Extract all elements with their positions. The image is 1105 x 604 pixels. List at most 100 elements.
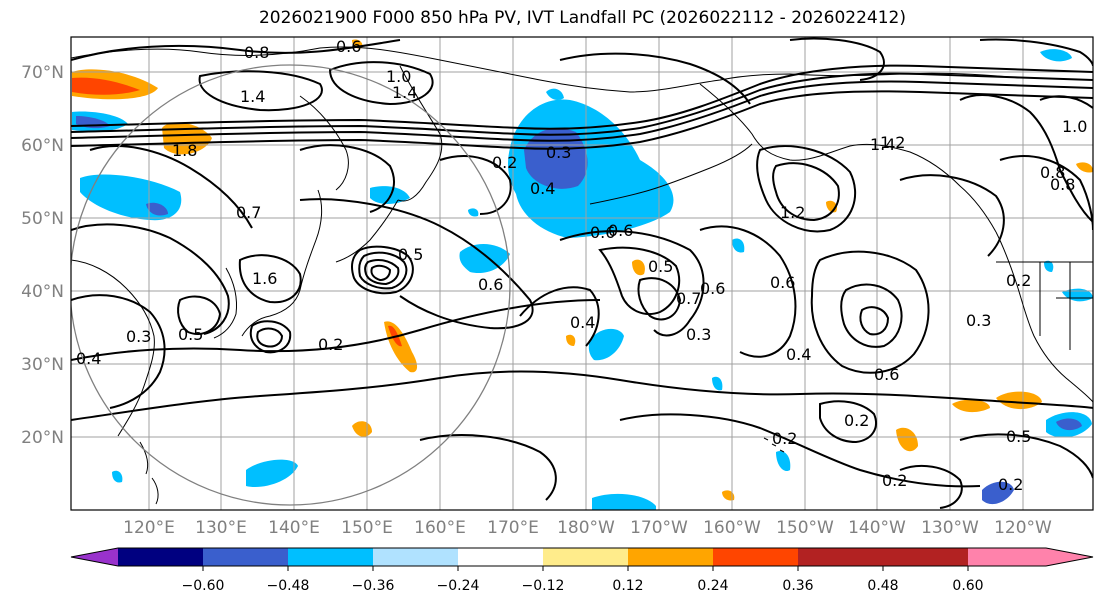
pv-contour-line [559,230,705,337]
contour-label: 0.4 [530,179,555,198]
colorbar-bin [288,548,373,566]
pv-contour-line [249,320,292,354]
negative-anomaly-region [1040,49,1072,62]
colorbar-bin [543,548,628,566]
lon-label: 150°W [776,518,834,538]
pv-contour-line [789,37,885,81]
pv-contour-line [71,299,601,361]
map-title: 2026021900 F000 850 hPa PV, IVT Landfall… [258,8,906,28]
hawaii-islands [763,437,785,453]
latitude-labels: 70°N 60°N 50°N 40°N 30°N 20°N [21,63,64,448]
contour-label: 0.3 [546,143,571,162]
pv-contour-line [899,174,1005,257]
colorbar-tick-label: 0.36 [782,578,813,594]
negative-anomaly-region [1056,418,1082,431]
lon-label: 170°E [487,518,539,538]
pv-contour-line [71,90,1093,150]
pv-contour-line [899,464,963,509]
colorbar-tick-label: 0.24 [697,578,728,594]
negative-anomaly-region [112,470,123,483]
pv-contour-line [238,254,302,304]
contour-label: 1.0 [1062,117,1087,136]
contour-label: 0.6 [478,275,503,294]
lon-label: 160°E [414,518,466,538]
lon-label: 140°E [268,518,320,538]
colorbar-tick-label: −0.60 [182,578,225,594]
negative-anomaly-region [1044,260,1054,272]
longitude-labels: 120°E 130°E 140°E 150°E 160°E 170°E 180°… [123,518,1052,538]
pv-contour-line [959,94,1093,223]
pv-contour-line [370,264,392,282]
pv-contour-line [89,145,253,229]
contour-label: 0.2 [882,471,907,490]
colorbar-ticks [202,566,969,571]
pv-contour-line [71,80,1093,142]
lon-label: 130°E [195,518,247,538]
lat-label: 70°N [21,63,64,83]
pv-contour-line [328,61,434,106]
contour-label: 0.3 [966,311,991,330]
contour-label: 1.4 [240,87,265,106]
contour-label: 0.2 [998,475,1023,494]
pv-contour-line [979,38,1093,67]
lon-label: 150°E [341,518,393,538]
colorbar-bin [458,548,543,566]
contour-label: 0.8 [1040,163,1065,182]
kuril-islands [335,199,399,263]
pv-contour-line [819,400,877,444]
negative-anomaly-region [712,376,723,391]
okhotsk-coastline [299,95,349,191]
shaded-anomaly-regions [72,39,1093,510]
philippines-islands [139,441,159,505]
contour-label: 0.2 [492,153,517,172]
map-gridlines [71,37,1093,510]
colorbar-bin [373,548,458,566]
colorbar-tick-label: 0.12 [612,578,643,594]
contour-label: 0.4 [76,349,101,368]
colorbar-outline [70,547,1094,567]
pv-contour-line [71,370,1093,421]
map-frame [70,36,1094,511]
pv-contour-line [71,39,401,61]
pv-contour-line [756,145,857,233]
colorbar-tick-label: 0.60 [952,578,983,594]
contour-label: 0.2 [844,411,869,430]
contour-label: 0.6 [336,37,361,56]
pv-contour-line [999,155,1093,231]
lon-label: 160°W [703,518,761,538]
colorbar-tick-label: −0.24 [437,578,480,594]
pv-contour-line [699,225,797,358]
pv-contour-line [840,283,903,348]
radius-ring [71,64,511,506]
contour-label: 1.2 [780,203,805,222]
positive-anomaly-region [996,391,1042,410]
negative-anomaly-region [776,450,791,472]
contour-label: 1.4 [392,83,417,102]
contour-label: 0.5 [178,325,203,344]
pv-contour-line [177,295,222,335]
asia-east-coast [71,259,155,437]
positive-anomaly-region [566,334,576,346]
korea-coastline [213,267,237,339]
lon-label: 170°W [630,518,688,538]
alaska-coastline [699,83,997,233]
contour-label: 1.0 [386,67,411,86]
lon-label: 120°W [994,518,1052,538]
colorbar-min-extension [71,548,118,566]
lon-label: 120°E [123,518,175,538]
contour-label: 1.2 [880,133,905,152]
lon-label: 180°W [557,518,615,538]
negative-anomaly-region [246,459,298,488]
negative-anomaly-region [146,202,168,216]
contour-label: 0.3 [686,325,711,344]
contour-label: 0.4 [570,313,595,332]
contour-label: 0.6 [770,273,795,292]
state-borders [1039,262,1093,350]
contour-label: 0.6 [608,221,633,240]
colorbar-tick-label: −0.36 [352,578,395,594]
contour-label: 1.4 [870,135,895,154]
pv-contour-line [519,286,600,347]
pv-contour-line [959,433,1093,479]
colorbar-bin [118,548,203,566]
contour-label: 0.6 [874,365,899,384]
